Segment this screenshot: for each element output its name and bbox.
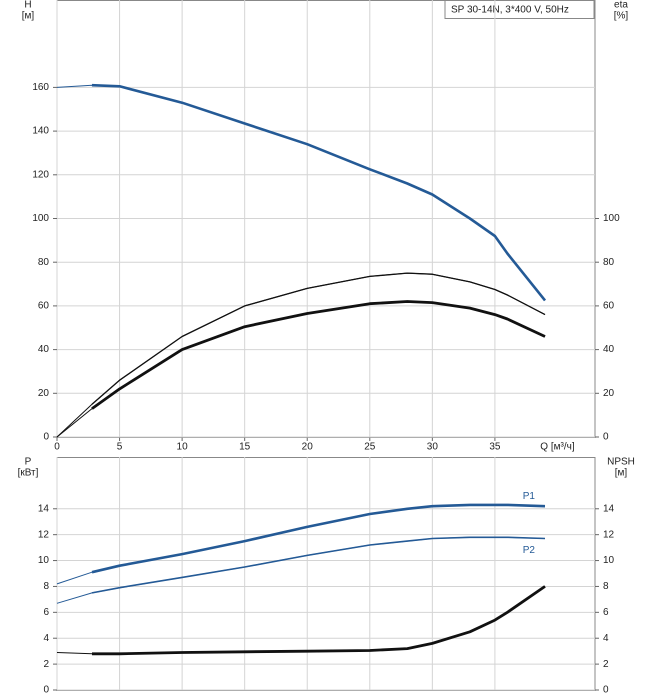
series-label: P1 [523, 491, 536, 502]
y2-tick-label: 12 [603, 529, 615, 540]
y-tick-label: 40 [38, 344, 50, 355]
curve-operating-range [91, 300, 546, 410]
y-tick-label: 60 [38, 301, 50, 312]
y-tick-label: 14 [38, 503, 50, 514]
y-tick-label: 2 [43, 659, 49, 670]
y-axis-label: [м] [22, 11, 35, 22]
y2-tick-label: 2 [603, 659, 609, 670]
y2-tick-label: 100 [603, 213, 620, 224]
y2-tick-label: 14 [603, 503, 615, 514]
y-tick-label: 0 [43, 432, 49, 443]
y-axis-label: P [25, 457, 32, 468]
y-tick-label: 80 [38, 257, 50, 268]
y2-tick-label: 8 [603, 581, 609, 592]
y2-tick-label: 0 [603, 685, 609, 696]
y2-axis-label: [%] [614, 11, 629, 22]
y2-axis-label: NPSH [607, 457, 635, 468]
series-label: P2 [523, 545, 536, 556]
y2-axis-label: [м] [615, 468, 628, 479]
y2-tick-label: 0 [603, 432, 609, 443]
y2-tick-label: 60 [603, 301, 615, 312]
curve-operating-range [91, 536, 546, 594]
y2-axis-label: eta [614, 0, 628, 11]
y-tick-label: 12 [38, 529, 50, 540]
y-axis-label: H [24, 0, 31, 11]
y-tick-label: 160 [32, 82, 49, 93]
y-tick-label: 4 [43, 633, 49, 644]
y2-tick-label: 10 [603, 555, 615, 566]
x-tick-label: 20 [302, 442, 314, 453]
x-tick-label: 5 [117, 442, 123, 453]
y-tick-label: 140 [32, 126, 49, 137]
curve-operating-range [92, 585, 546, 656]
y-tick-label: 100 [32, 213, 49, 224]
y2-tick-label: 80 [603, 257, 615, 268]
y-tick-label: 6 [43, 607, 49, 618]
y-tick-label: 0 [43, 685, 49, 696]
curve-operating-range [91, 83, 547, 302]
y-tick-label: 120 [32, 169, 49, 180]
y2-tick-label: 20 [603, 388, 615, 399]
y-tick-label: 10 [38, 555, 50, 566]
y2-tick-label: 6 [603, 607, 609, 618]
x-axis-label: Q [м³/ч] [540, 442, 575, 453]
x-tick-label: 25 [364, 442, 376, 453]
curve-operating-range [91, 503, 546, 574]
y2-tick-label: 40 [603, 344, 615, 355]
x-tick-label: 30 [427, 442, 439, 453]
y-axis-label: [кВт] [18, 468, 39, 479]
x-tick-label: 10 [177, 442, 189, 453]
x-tick-label: 35 [489, 442, 501, 453]
x-tick-label: 15 [239, 442, 251, 453]
x-tick-label: 0 [54, 442, 60, 453]
y-tick-label: 8 [43, 581, 49, 592]
y-tick-label: 20 [38, 388, 50, 399]
curve-operating-range [91, 272, 546, 405]
annotation: SP 30-14N, 3*400 V, 50Hz [451, 5, 569, 16]
y2-tick-label: 4 [603, 633, 609, 644]
